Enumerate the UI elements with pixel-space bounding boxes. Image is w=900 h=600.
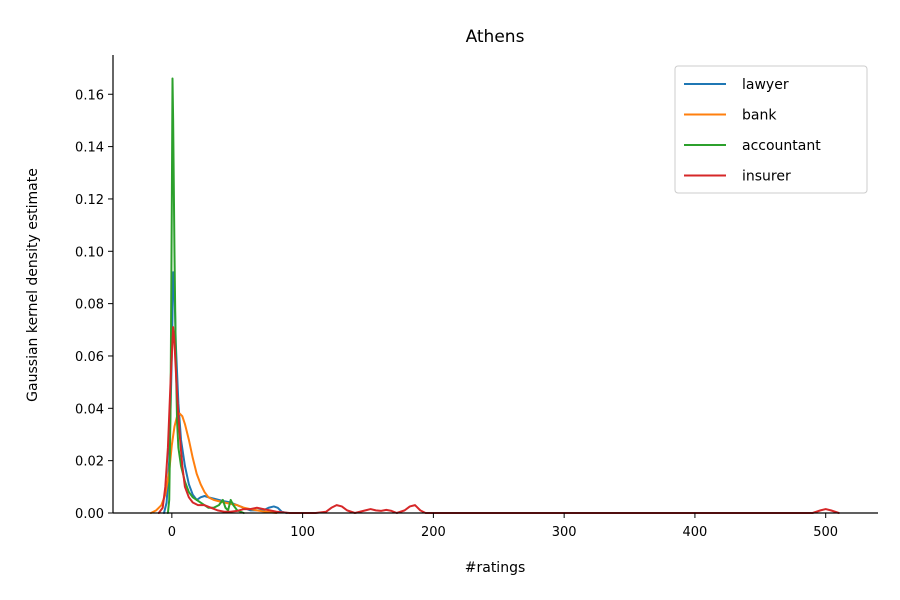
series-line-insurer [157,326,840,514]
y-tick-label: 0.08 [75,298,104,313]
legend-label-accountant: accountant [742,138,821,154]
y-tick-label: 0.16 [75,88,104,103]
legend-label-lawyer: lawyer [742,77,789,93]
x-ticks: 0 100 200 300 400 500 [168,513,838,540]
chart-title: Athens [466,27,525,47]
x-tick-label: 0 [168,525,176,540]
y-tick-label: 0.12 [75,193,104,208]
plot-area [149,77,840,514]
y-tick-label: 0.14 [75,141,104,156]
series-line-lawyer [163,271,288,514]
legend-label-insurer: insurer [742,169,791,185]
series-line-accountant [166,77,245,514]
legend-label-bank: bank [742,108,777,124]
y-tick-label: 0.06 [75,350,104,365]
legend: lawyer bank accountant insurer [674,65,868,194]
x-tick-label: 200 [421,525,446,540]
y-tick-label: 0.02 [75,455,104,470]
y-axis-label: Gaussian kernel density estimate [25,168,41,402]
x-axis-label: #ratings [465,560,526,576]
x-tick-label: 100 [290,525,315,540]
x-tick-label: 500 [813,525,838,540]
legend-box [674,65,868,194]
y-tick-label: 0.10 [75,245,104,260]
y-tick-label: 0.04 [75,402,104,417]
y-ticks: 0.00 0.02 0.04 0.06 0.08 0.10 0.12 0.14 0.16 [75,88,113,522]
x-tick-label: 300 [552,525,577,540]
x-tick-label: 400 [683,525,708,540]
y-tick-label: 0.00 [75,507,104,522]
